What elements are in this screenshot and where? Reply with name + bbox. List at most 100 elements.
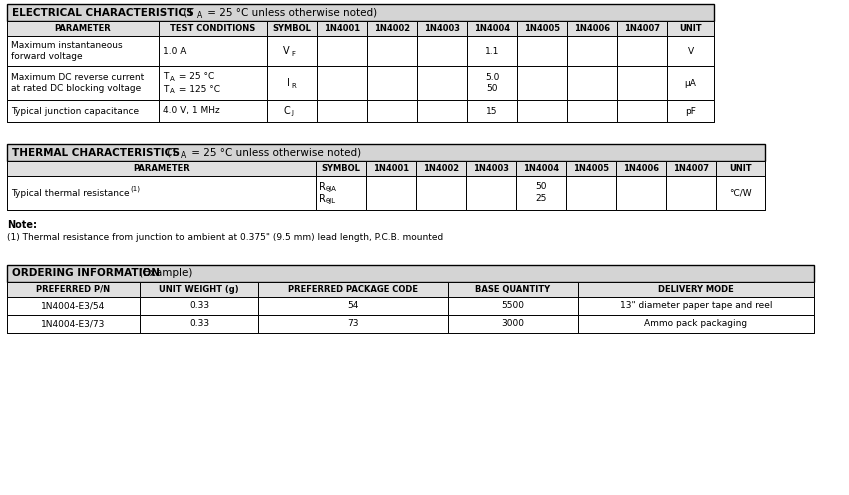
- Text: 1N4007: 1N4007: [624, 24, 660, 33]
- Text: pF: pF: [685, 106, 696, 115]
- Bar: [616, 176, 666, 210]
- Text: TEST CONDITIONS: TEST CONDITIONS: [171, 24, 256, 33]
- Text: R: R: [291, 83, 295, 89]
- Bar: [7, 21, 714, 36]
- Text: 1N4005: 1N4005: [524, 24, 560, 33]
- Text: 3000: 3000: [502, 319, 525, 329]
- Text: 1N4004: 1N4004: [474, 24, 510, 33]
- Bar: [316, 161, 366, 176]
- Text: = 25 °C unless otherwise noted): = 25 °C unless otherwise noted): [188, 148, 361, 157]
- Bar: [7, 144, 765, 161]
- Bar: [667, 66, 714, 100]
- Text: 1N4003: 1N4003: [473, 164, 509, 173]
- Text: V: V: [688, 47, 694, 55]
- Bar: [666, 161, 716, 176]
- Text: 1N4001: 1N4001: [324, 24, 360, 33]
- Text: 1.0 A: 1.0 A: [163, 47, 187, 55]
- Bar: [366, 176, 416, 210]
- Text: 50: 50: [486, 84, 498, 93]
- Bar: [267, 21, 317, 36]
- Bar: [316, 176, 366, 210]
- Bar: [466, 161, 516, 176]
- Bar: [567, 66, 617, 100]
- Text: PARAMETER: PARAMETER: [54, 24, 111, 33]
- Text: (T: (T: [180, 7, 194, 17]
- Bar: [517, 36, 567, 66]
- Bar: [7, 297, 140, 315]
- Text: 1N4001: 1N4001: [373, 164, 409, 173]
- Text: 1N4004: 1N4004: [523, 164, 559, 173]
- Text: ORDERING INFORMATION: ORDERING INFORMATION: [12, 268, 160, 279]
- Text: 13" diameter paper tape and reel: 13" diameter paper tape and reel: [620, 301, 773, 310]
- Text: SYMBOL: SYMBOL: [273, 24, 312, 33]
- Bar: [7, 36, 714, 66]
- Text: R: R: [319, 194, 326, 204]
- Bar: [159, 66, 267, 100]
- Text: = 25 °C: = 25 °C: [176, 72, 214, 81]
- Bar: [517, 66, 567, 100]
- Text: (1) Thermal resistance from junction to ambient at 0.375" (9.5 mm) lead length, : (1) Thermal resistance from junction to …: [7, 233, 443, 242]
- Text: 5.0: 5.0: [485, 73, 499, 82]
- Bar: [7, 66, 714, 100]
- Bar: [7, 100, 714, 122]
- Bar: [578, 297, 814, 315]
- Text: 4.0 V, 1 MHz: 4.0 V, 1 MHz: [163, 106, 220, 115]
- Bar: [467, 66, 517, 100]
- Text: 25: 25: [536, 194, 547, 203]
- Bar: [417, 21, 467, 36]
- Bar: [617, 21, 667, 36]
- Bar: [667, 21, 714, 36]
- Bar: [466, 176, 516, 210]
- Bar: [516, 161, 566, 176]
- Bar: [317, 21, 367, 36]
- Bar: [666, 176, 716, 210]
- Bar: [7, 282, 814, 297]
- Text: θJL: θJL: [326, 198, 336, 204]
- Bar: [567, 100, 617, 122]
- Bar: [617, 66, 667, 100]
- Text: I: I: [287, 78, 290, 88]
- Text: at rated DC blocking voltage: at rated DC blocking voltage: [11, 84, 141, 93]
- Text: A: A: [181, 150, 186, 159]
- Bar: [416, 161, 466, 176]
- Text: θJA: θJA: [326, 186, 337, 192]
- Bar: [367, 36, 417, 66]
- Bar: [366, 161, 416, 176]
- Bar: [7, 315, 140, 333]
- Bar: [317, 100, 367, 122]
- Text: 1N4005: 1N4005: [573, 164, 609, 173]
- Text: Typical junction capacitance: Typical junction capacitance: [11, 106, 139, 115]
- Bar: [578, 315, 814, 333]
- Text: Maximum instantaneous: Maximum instantaneous: [11, 42, 122, 50]
- Text: THERMAL CHARACTERISTICS: THERMAL CHARACTERISTICS: [12, 148, 180, 157]
- Bar: [578, 282, 814, 297]
- Text: forward voltage: forward voltage: [11, 51, 82, 60]
- Text: SYMBOL: SYMBOL: [322, 164, 361, 173]
- Bar: [7, 297, 814, 315]
- Text: R: R: [319, 182, 326, 192]
- Text: Maximum DC reverse current: Maximum DC reverse current: [11, 73, 144, 82]
- Text: 1N4003: 1N4003: [424, 24, 460, 33]
- Text: 15: 15: [486, 106, 498, 115]
- Bar: [617, 36, 667, 66]
- Text: A: A: [170, 88, 175, 94]
- Text: UNIT: UNIT: [729, 164, 752, 173]
- Bar: [467, 21, 517, 36]
- Text: (Example): (Example): [136, 268, 193, 279]
- Text: 73: 73: [347, 319, 359, 329]
- Bar: [417, 36, 467, 66]
- Text: 1N4004-E3/73: 1N4004-E3/73: [42, 319, 105, 329]
- Bar: [140, 315, 258, 333]
- Bar: [258, 315, 448, 333]
- Text: 5500: 5500: [502, 301, 525, 310]
- Bar: [140, 297, 258, 315]
- Bar: [567, 21, 617, 36]
- Bar: [267, 36, 317, 66]
- Text: 0.33: 0.33: [189, 301, 209, 310]
- Text: (T: (T: [164, 148, 177, 157]
- Text: 1N4004-E3/54: 1N4004-E3/54: [42, 301, 105, 310]
- Bar: [667, 36, 714, 66]
- Text: 1.1: 1.1: [485, 47, 499, 55]
- Bar: [667, 100, 714, 122]
- Bar: [517, 100, 567, 122]
